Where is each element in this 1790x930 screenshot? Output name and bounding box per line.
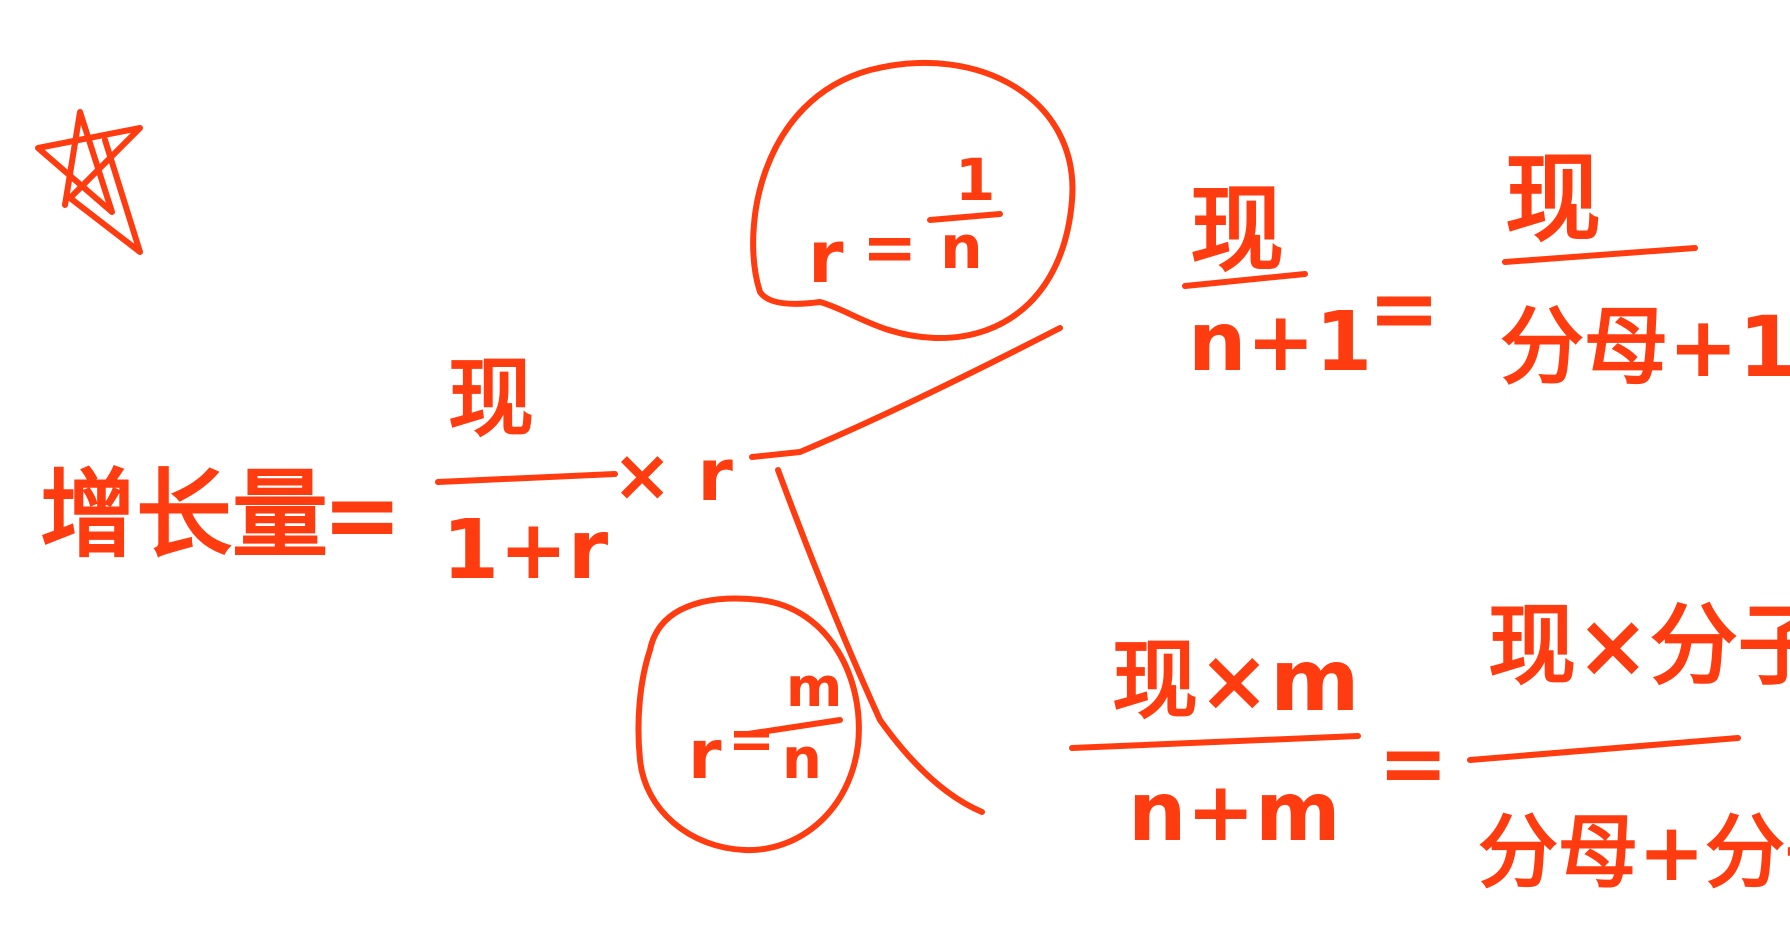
top-right-denominator: 分母+1	[1500, 298, 1790, 396]
bottom-left-denominator: n+m	[1128, 765, 1341, 860]
bottom-left-numerator: 现×m	[1112, 631, 1360, 731]
top-left-denominator: n+1	[1188, 295, 1372, 390]
branch-line-top	[749, 325, 1063, 460]
top-left-fraction-bar	[1182, 271, 1308, 289]
top-circle-numerator: 1	[955, 146, 995, 214]
star-icon	[35, 109, 143, 255]
bottom-eq: =	[1378, 714, 1448, 812]
bottom-right-denominator: 分母+分子	[1478, 806, 1790, 899]
bottom-circle-denominator: n	[782, 727, 822, 792]
branch-line-bottom	[775, 467, 985, 815]
main-eq: =	[322, 459, 402, 571]
main-fraction-bar	[435, 471, 618, 485]
top-circle-denominator: n	[940, 213, 983, 283]
top-circle-r: r	[808, 215, 844, 299]
bottom-circle-numerator: m	[786, 656, 842, 719]
bottom-right-numerator: 现×分子	[1488, 594, 1790, 697]
bottom-result-formula: 现×m n+m = 现×分子 分母+分子	[1069, 594, 1790, 899]
bottom-circle-fraction-bar	[745, 717, 843, 737]
top-right-numerator: 现	[1505, 143, 1601, 255]
bottom-circle-eq: =	[728, 707, 775, 772]
main-denominator: 1+r	[442, 503, 609, 598]
top-circle-fraction-bar	[927, 211, 1003, 223]
top-circle-eq: =	[862, 209, 917, 286]
main-formula: 增长量 = 现 1+r × r	[40, 349, 733, 598]
main-times: × r	[612, 433, 733, 517]
main-numerator: 现	[448, 349, 534, 449]
top-circle	[750, 59, 1076, 342]
bottom-right-fraction-bar	[1467, 735, 1741, 763]
bottom-left-fraction-bar	[1069, 733, 1361, 751]
top-left-numerator: 现	[1190, 176, 1284, 285]
main-lhs: 增长量	[40, 459, 328, 571]
top-circle-formula: r = 1 n	[750, 59, 1076, 342]
bottom-circle-formula: r = m n	[635, 595, 862, 854]
bottom-circle-r: r	[688, 716, 722, 795]
top-right-fraction-bar	[1502, 245, 1698, 265]
top-result-formula: 现 n+1 = 现 分母+1	[1182, 143, 1790, 396]
bottom-circle	[635, 595, 862, 854]
top-eq: =	[1368, 259, 1440, 359]
